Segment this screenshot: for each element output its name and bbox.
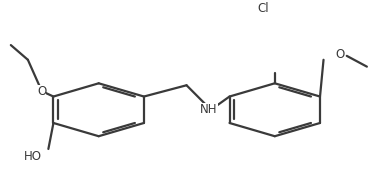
Text: O: O xyxy=(37,85,46,98)
Text: Cl: Cl xyxy=(257,2,269,15)
Text: HO: HO xyxy=(24,150,42,163)
Text: NH: NH xyxy=(200,103,218,116)
Text: O: O xyxy=(335,48,344,61)
